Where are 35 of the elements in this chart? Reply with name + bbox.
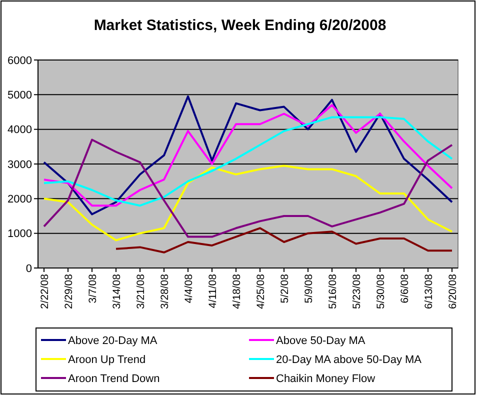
line-series (115, 227, 453, 254)
x-tick-label: 2/29/08 (63, 274, 75, 310)
line-series (43, 138, 453, 238)
x-tick-label: 4/25/08 (255, 274, 267, 310)
x-tick-label: 6/6/08 (399, 274, 411, 304)
y-tick-label: 6000 (8, 54, 32, 67)
x-tick-label: 4/4/08 (183, 274, 195, 304)
y-tick-label: 5000 (8, 90, 32, 102)
x-tick-label: 6/13/08 (423, 274, 435, 310)
legend-label: Chaikin Money Flow (276, 372, 376, 385)
x-tick-label: 3/21/08 (135, 274, 147, 310)
x-tick-label: 4/18/08 (231, 274, 243, 310)
y-tick-label: 4000 (8, 124, 32, 136)
chart-title: Market Statistics, Week Ending 6/20/2008 (94, 17, 386, 34)
x-tick-label: 5/9/08 (303, 274, 315, 304)
legend-label: 20-Day MA above 50-Day MA (276, 354, 422, 366)
x-tick-label: 2/22/08 (39, 274, 51, 310)
legend-label: Aroon Trend Down (68, 372, 160, 385)
y-tick-label: 1000 (8, 228, 32, 240)
x-tick-label: 3/28/08 (159, 274, 171, 310)
y-tick-label: 0 (26, 262, 32, 275)
legend-label: Above 50-Day MA (276, 334, 366, 347)
y-tick-label: 3000 (8, 158, 32, 171)
line-series (43, 164, 453, 242)
x-tick-label: 5/23/08 (351, 274, 363, 310)
x-tick-label: 5/2/08 (279, 274, 291, 304)
x-tick-label: 3/7/08 (87, 274, 99, 304)
legend-label: Above 20-Day MA (68, 334, 158, 347)
y-tick-label: 2000 (8, 194, 32, 206)
legend-label: Aroon Up Trend (68, 354, 146, 366)
x-tick-label: 5/16/08 (327, 274, 339, 310)
x-tick-label: 3/14/08 (111, 274, 123, 310)
x-tick-label: 5/30/08 (375, 274, 387, 310)
x-tick-label: 4/11/08 (207, 274, 219, 308)
x-tick-label: 6/20/08 (447, 274, 459, 310)
